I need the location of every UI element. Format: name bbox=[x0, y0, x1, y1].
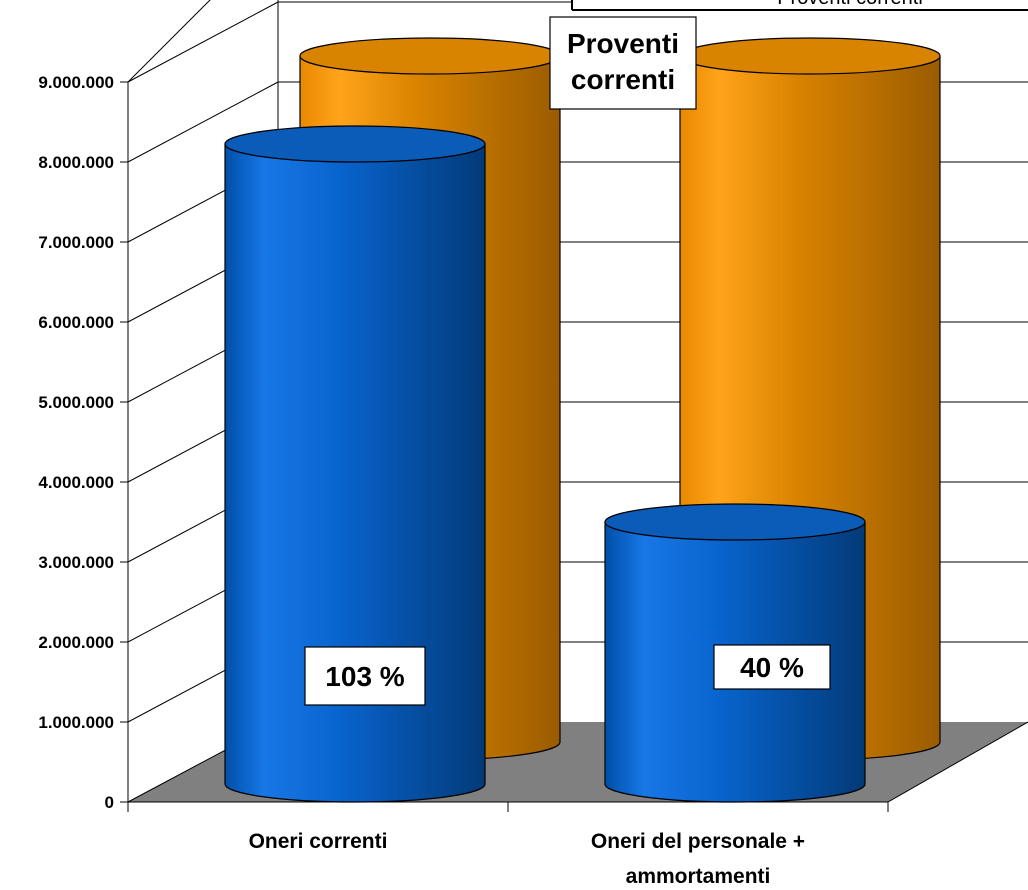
y-tick-label: 7.000.000 bbox=[38, 233, 114, 252]
legend-entry: Proventi correnti bbox=[777, 0, 923, 9]
y-tick-label: 4.000.000 bbox=[38, 473, 114, 492]
y-tick-label: 6.000.000 bbox=[38, 313, 114, 332]
y-tick-label: 9.000.000 bbox=[38, 73, 114, 92]
back-cylinder-top bbox=[679, 37, 941, 75]
front-cylinder-top bbox=[224, 125, 486, 163]
data-label-box bbox=[304, 646, 426, 706]
y-tick-label: 2.000.000 bbox=[38, 633, 114, 652]
annotation-text: Proventi correnti bbox=[567, 28, 679, 95]
front-cylinder-top bbox=[604, 503, 866, 541]
data-label: 103 % bbox=[325, 661, 404, 692]
y-tick-label: 1.000.000 bbox=[38, 713, 114, 732]
y-tick-label: 8.000.000 bbox=[38, 153, 114, 172]
data-labels: 103 % 40 % Proventi correnti bbox=[304, 16, 831, 706]
side-gridline bbox=[127, 1, 279, 83]
annotation-box bbox=[549, 16, 697, 110]
data-label: 40 % bbox=[740, 652, 804, 683]
floor-right-edge bbox=[887, 721, 1028, 803]
back-cylinder-top bbox=[299, 37, 561, 75]
front-cylinder bbox=[224, 125, 486, 803]
data-label-box bbox=[713, 644, 831, 690]
y-tick-label: 5.000.000 bbox=[38, 393, 114, 412]
y-tick-label: 3.000.000 bbox=[38, 553, 114, 572]
x-category-label: Oneri del personale + ammortamenti bbox=[591, 830, 805, 888]
side-wall-top-edge bbox=[127, 0, 211, 83]
legend: Proventi correnti bbox=[571, 0, 1028, 11]
y-tick-label: 0 bbox=[105, 793, 114, 812]
axes: 0 1.000.000 2.000.000 3.000.000 4.000.000 5.0… bbox=[38, 73, 1028, 888]
legend-box bbox=[572, 0, 1028, 10]
x-category-label: Oneri correnti bbox=[249, 830, 388, 853]
side-gridline bbox=[127, 81, 279, 163]
